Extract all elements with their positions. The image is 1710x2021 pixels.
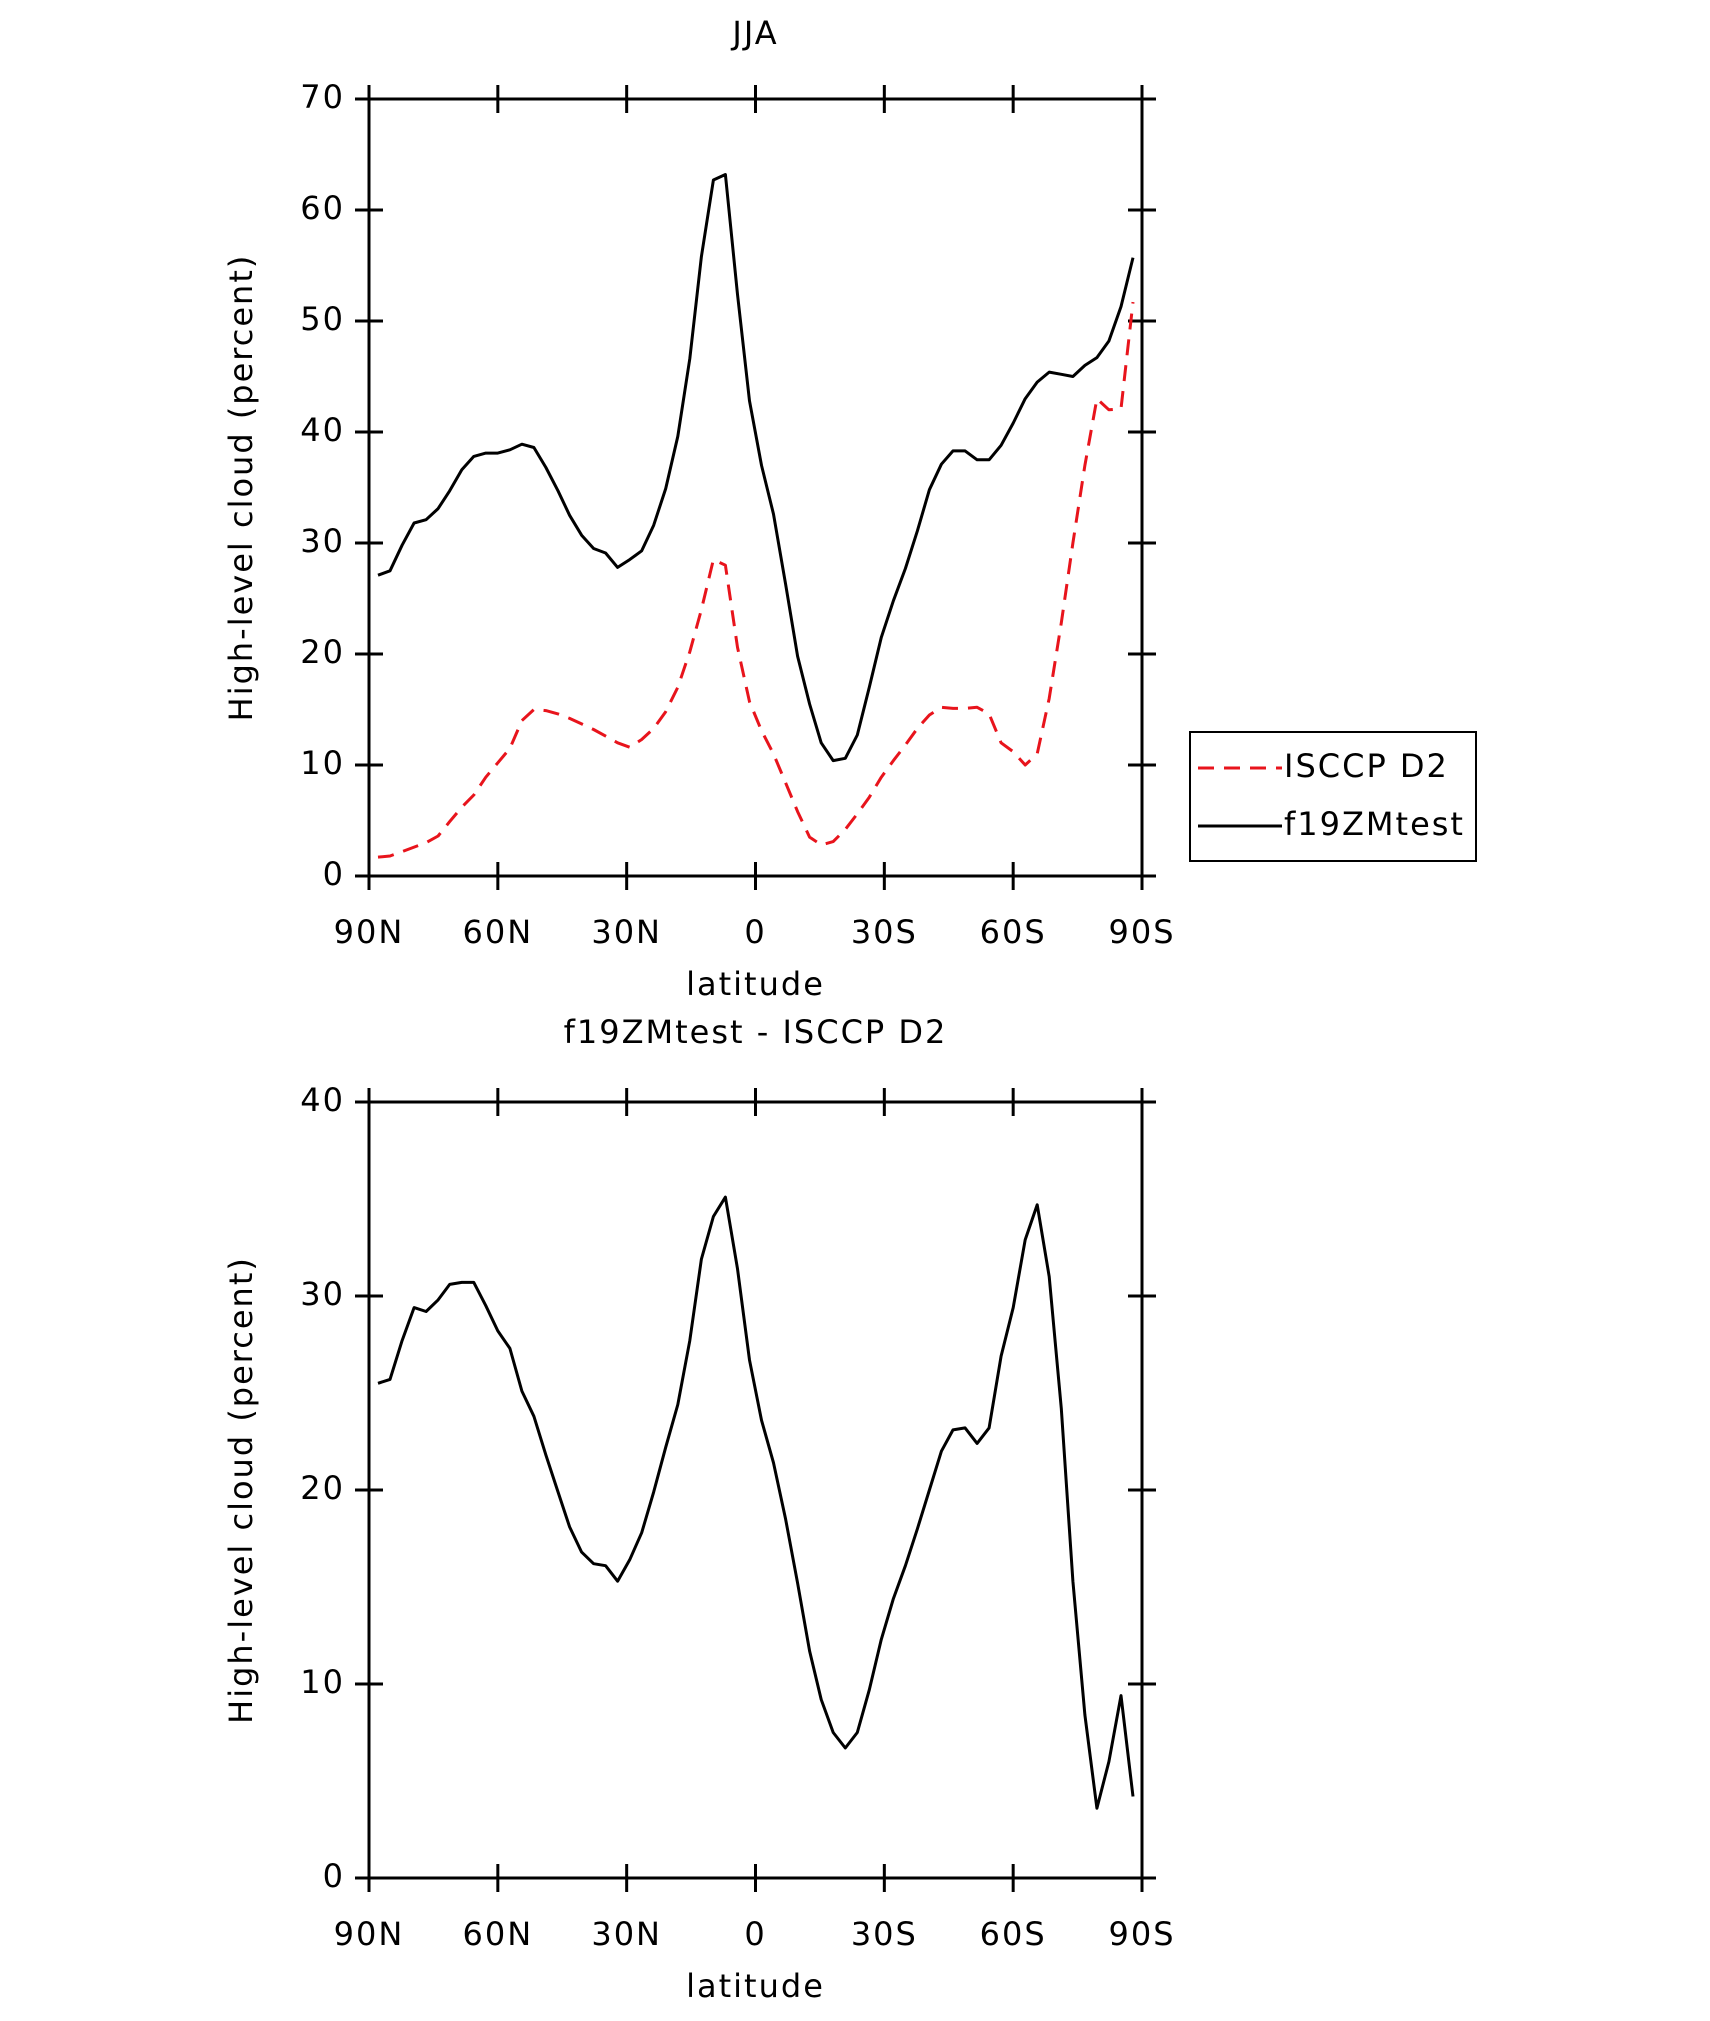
x-tick-label: 60N bbox=[463, 913, 534, 951]
data-line bbox=[377, 301, 1135, 859]
y-tick-label: 0 bbox=[323, 855, 345, 893]
y-tick-label: 30 bbox=[300, 1275, 345, 1313]
y-tick-label: 20 bbox=[300, 1469, 345, 1507]
y-tick-label: 70 bbox=[300, 78, 345, 116]
x-tick-label: 0 bbox=[744, 913, 766, 951]
y-tick-label: 10 bbox=[300, 1663, 345, 1701]
legend-box bbox=[1189, 731, 1477, 862]
y-tick-label: 10 bbox=[300, 744, 345, 782]
x-tick-label: 90N bbox=[334, 1915, 405, 1953]
y-tick-label: 60 bbox=[300, 189, 345, 227]
y-tick-label: 0 bbox=[323, 1857, 345, 1895]
x-tick-label: 0 bbox=[744, 1915, 766, 1953]
x-axis-label: latitude bbox=[686, 965, 825, 1003]
plot-frame bbox=[367, 97, 1144, 878]
y-tick-label: 20 bbox=[300, 633, 345, 671]
x-tick-label: 90S bbox=[1108, 1915, 1175, 1953]
chart-title: f19ZMtest - ISCCP D2 bbox=[564, 1013, 948, 1051]
x-tick-label: 30S bbox=[851, 1915, 918, 1953]
x-tick-label: 90S bbox=[1108, 913, 1175, 951]
legend-label: ISCCP D2 bbox=[1284, 747, 1449, 785]
x-tick-label: 30S bbox=[851, 913, 918, 951]
x-axis-label: latitude bbox=[686, 1967, 825, 2005]
x-tick-label: 30N bbox=[591, 1915, 662, 1953]
x-tick-label: 30N bbox=[591, 913, 662, 951]
x-tick-label: 90N bbox=[334, 913, 405, 951]
y-tick-label: 40 bbox=[300, 1081, 345, 1119]
y-axis-label: High-level cloud (percent) bbox=[222, 1256, 260, 1724]
y-axis-label: High-level cloud (percent) bbox=[222, 254, 260, 722]
x-tick-label: 60S bbox=[980, 913, 1047, 951]
legend-label: f19ZMtest bbox=[1284, 805, 1465, 843]
y-tick-label: 40 bbox=[300, 411, 345, 449]
chart-title: JJA bbox=[730, 14, 778, 52]
y-tick-label: 30 bbox=[300, 522, 345, 560]
plot-frame bbox=[367, 1100, 1144, 1880]
x-tick-label: 60S bbox=[980, 1915, 1047, 1953]
data-line bbox=[377, 173, 1135, 763]
x-tick-label: 60N bbox=[463, 1915, 534, 1953]
y-tick-label: 50 bbox=[300, 300, 345, 338]
data-line bbox=[377, 1195, 1135, 1810]
